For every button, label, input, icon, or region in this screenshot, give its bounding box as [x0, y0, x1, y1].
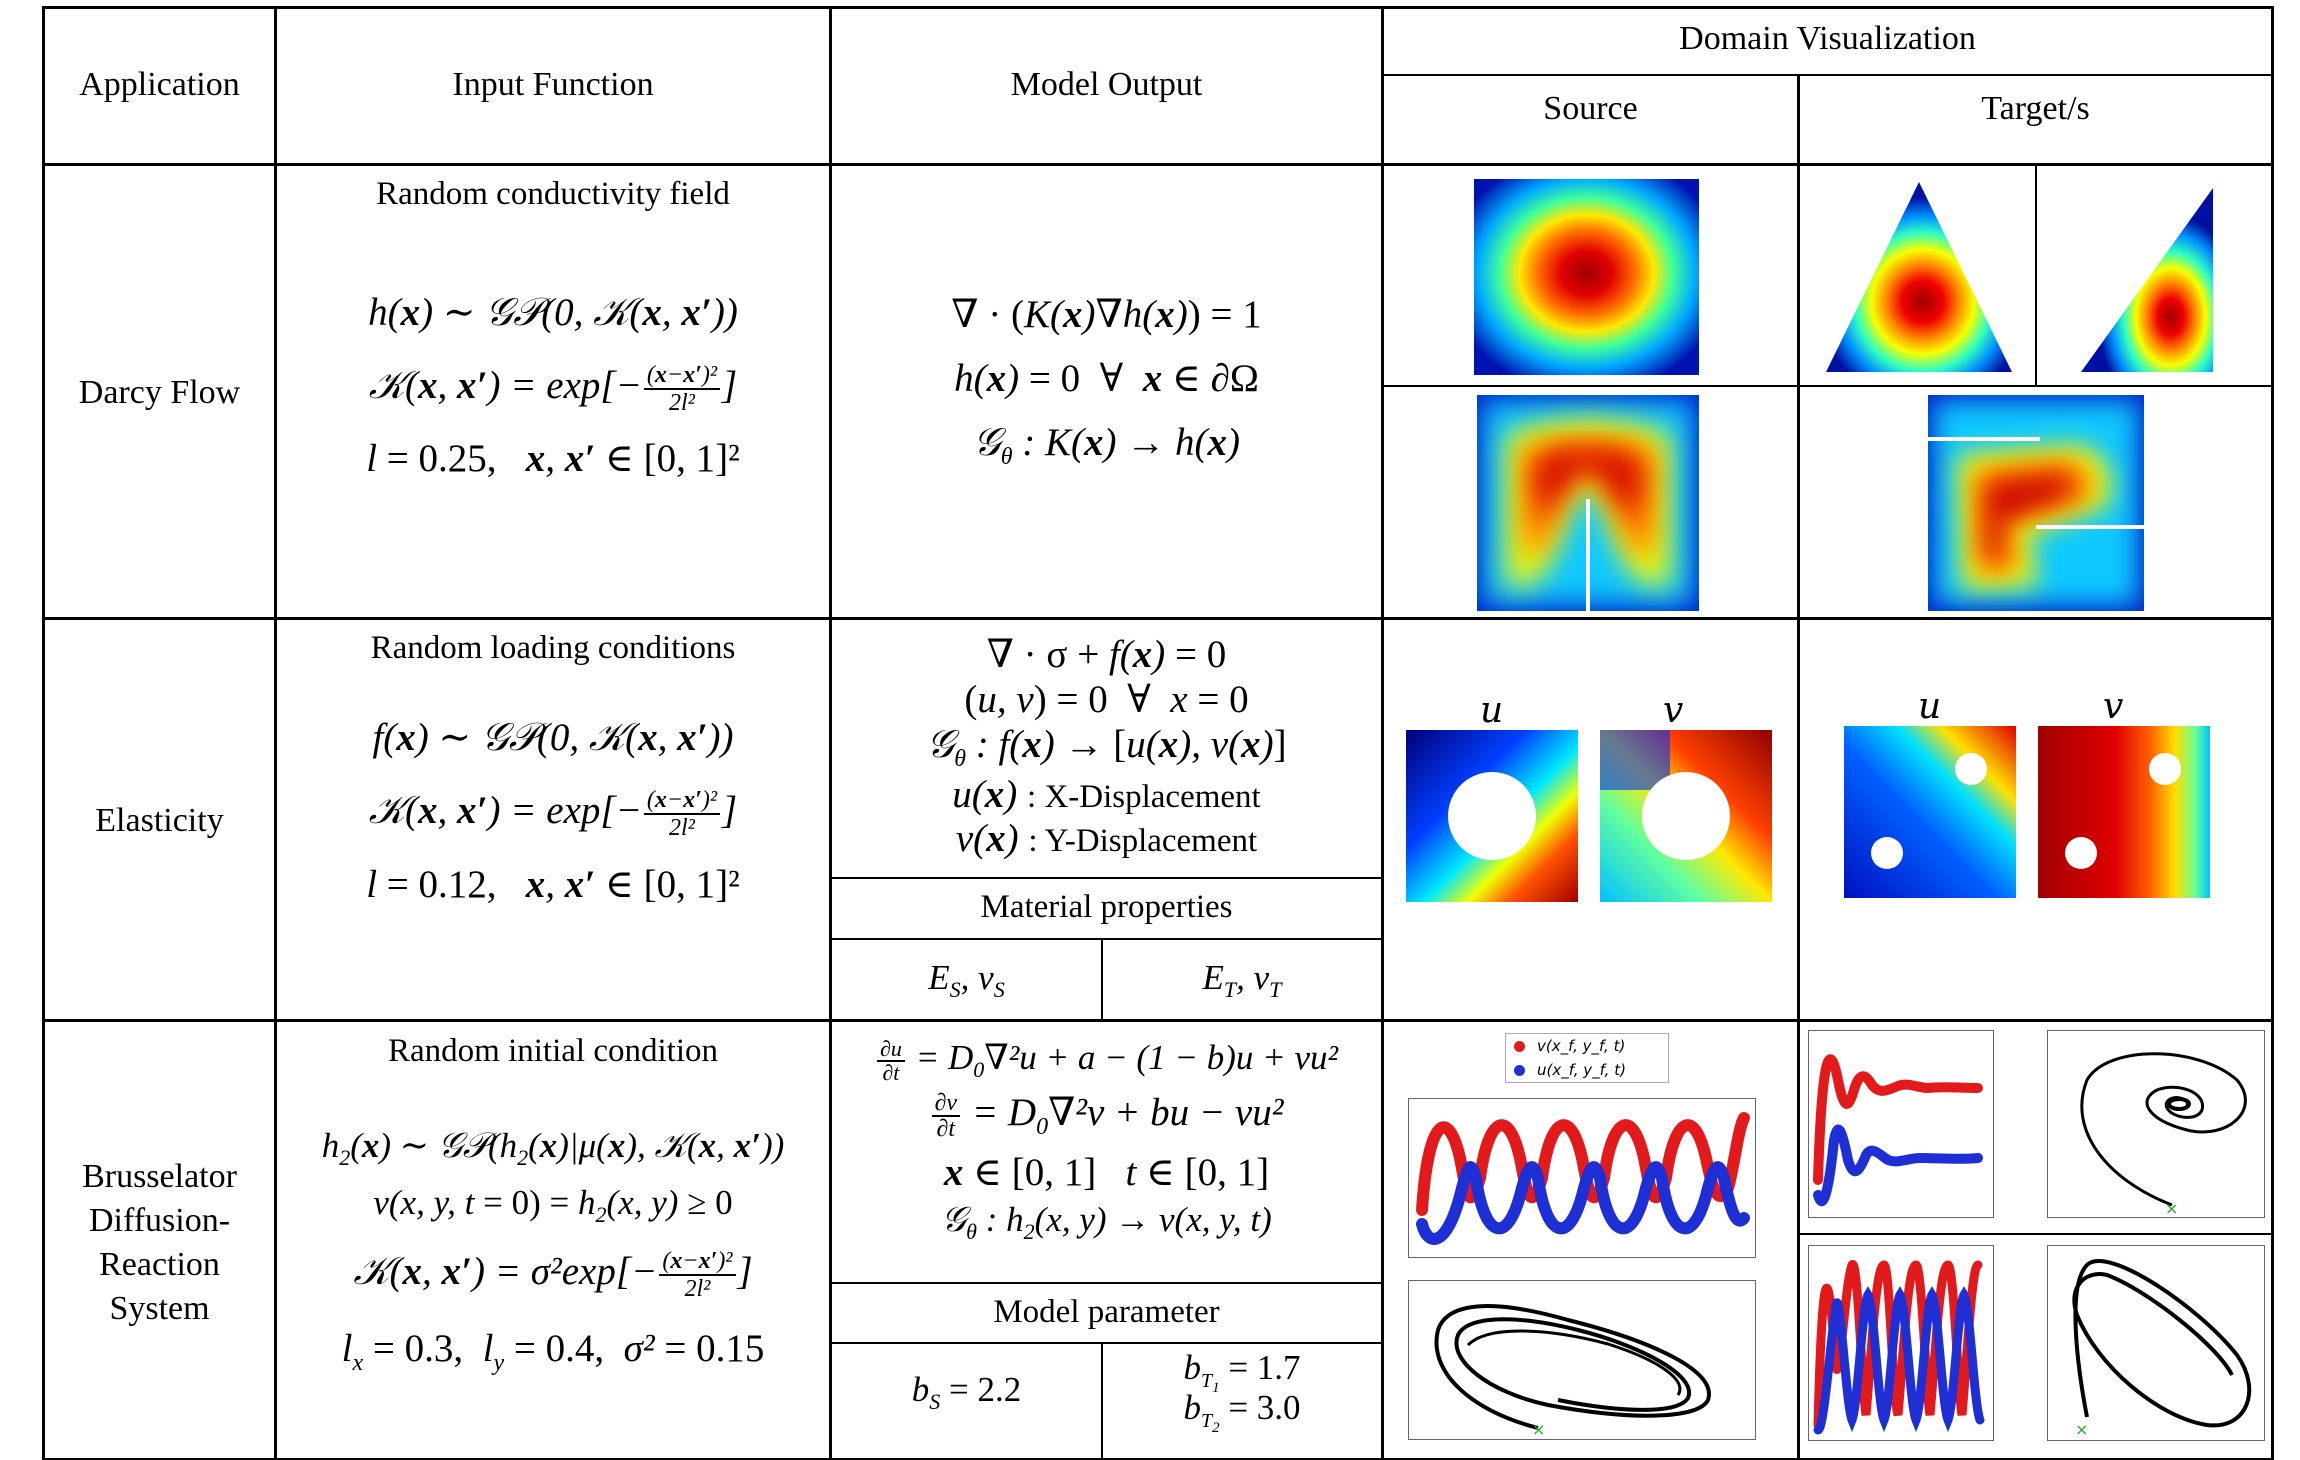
application-brusselator-line4: System [109, 1290, 210, 1327]
grid-line [1381, 6, 1384, 1460]
legend-item-u: u(x_f, y_f, t) [1506, 1058, 1668, 1082]
output-eq-darcy-2: h(x) = 0 ∀ x ∈ ∂Ω [954, 357, 1259, 400]
elasticity-source-u-label: u [1480, 690, 1504, 731]
output-eq-darcy-1: ∇ · (K(x)∇h(x)) = 1 [951, 293, 1262, 336]
darcy-source-square-field [1474, 179, 1699, 375]
input-eq-brusselator-3: 𝒦(x, x′) = σ²exp[− (x−x′)² 2l²] [353, 1248, 753, 1302]
elasticity-source-u-field [1406, 730, 1578, 902]
brusselator-legend: v(x_f, y_f, t) u(x_f, y_f, t) [1505, 1033, 1669, 1083]
input-title-brusselator: Random initial condition [388, 1033, 718, 1069]
legend-label-v: v(x_f, y_f, t) [1537, 1037, 1626, 1055]
grid-line [1381, 74, 2274, 76]
grid-line [1381, 385, 2274, 387]
input-eq-elasticity-1: f(x) ∼ 𝒢𝒫(0, 𝒦(x, x′)) [372, 716, 734, 759]
application-brusselator-line2: Diffusion- [88, 1202, 231, 1239]
application-darcy: Darcy Flow [78, 374, 241, 411]
grid-line [42, 6, 2274, 9]
grid-line [42, 617, 2274, 620]
output-eq-elasticity-3: 𝒢θ : f(x) → [u(x), v(x)] [926, 723, 1287, 772]
input-eq-elasticity-2: 𝒦(x, x′) = exp[− (x−x′)² 2l²] [368, 787, 738, 841]
header-model-output: Model Output [1010, 66, 1203, 103]
output-eq-brusselator-3: x ∈ [0, 1] t ∈ [0, 1] [943, 1151, 1270, 1194]
material-source: ES, νS [928, 958, 1005, 1002]
darcy-target-slotted-field [1928, 395, 2144, 611]
output-eq-elasticity-4: u(x) : X-Displacement [952, 773, 1261, 816]
brusselator-target1-phase-spiral: × [2047, 1030, 2265, 1218]
header-targets: Target/s [1981, 90, 2090, 127]
input-eq-elasticity-3: l = 0.12, x, x′ ∈ [0, 1]² [366, 863, 740, 906]
grid-line [1101, 1342, 1103, 1460]
brusselator-target2-timeseries [1808, 1245, 1994, 1441]
x-displacement-label: : X-Displacement [1027, 779, 1261, 815]
elasticity-target-v-label: v [2103, 686, 2124, 727]
brusselator-source-phase-portrait: × [1408, 1280, 1756, 1440]
output-eq-brusselator-4: 𝒢θ : h2(x, y) → v(x, y, t) [941, 1200, 1272, 1244]
model-parameter-title: Model parameter [993, 1294, 1220, 1330]
input-eq-brusselator-1: h2(x) ∼ 𝒢𝒫(h2(x)|μ(x), 𝒦(x, x′)) [321, 1126, 785, 1170]
grid-line [42, 1458, 2274, 1460]
output-eq-brusselator-2: ∂v ∂t = D0∇²v + bu − vu² [832, 1090, 1381, 1141]
grid-line [829, 1282, 1381, 1284]
brusselator-source-timeseries [1408, 1098, 1756, 1258]
header-domain-visualization: Domain Visualization [1679, 20, 1976, 57]
svg-text:×: × [2075, 1420, 2088, 1439]
grid-line [1797, 74, 1800, 1460]
legend-item-v: v(x_f, y_f, t) [1506, 1034, 1668, 1058]
application-elasticity: Elasticity [95, 802, 224, 839]
application-brusselator-line3: Reaction [99, 1246, 220, 1283]
grid-line [2035, 166, 2037, 385]
input-eq-darcy-1: h(x) ∼ 𝒢𝒫(0, 𝒦(x, x′)) [368, 291, 738, 334]
grid-line [829, 938, 1381, 940]
application-brusselator-line1: Brusselator [82, 1158, 237, 1195]
grid-line [42, 163, 2274, 166]
input-eq-brusselator-2: v(x, y, t = 0) = h2(x, y) ≥ 0 [373, 1183, 733, 1227]
elasticity-target-v-field [2038, 726, 2210, 898]
header-input-function: Input Function [452, 66, 654, 103]
input-eq-brusselator-4: lx = 0.3, ly = 0.4, σ² = 0.15 [341, 1327, 765, 1376]
param-target-2: bT2 = 3.0 [1183, 1388, 1301, 1436]
header-source: Source [1543, 90, 1638, 127]
elasticity-source-v-field [1600, 730, 1772, 902]
grid-line [2271, 6, 2274, 1460]
material-target: ET, νT [1202, 958, 1282, 1002]
brusselator-target2-phase-portrait: × [2047, 1245, 2265, 1441]
y-displacement-label: : Y-Displacement [1028, 823, 1258, 859]
output-eq-elasticity-2: (u, v) = 0 ∀ x = 0 [964, 678, 1249, 721]
grid-line [829, 877, 1381, 879]
param-source: bS = 2.2 [911, 1370, 1022, 1414]
grid-line [42, 6, 45, 1460]
grid-line [1101, 938, 1103, 1019]
header-application: Application [79, 66, 240, 103]
grid-line [829, 6, 832, 1460]
input-title-darcy: Random conductivity field [376, 176, 730, 212]
material-properties-title: Material properties [980, 889, 1233, 925]
legend-label-u: u(x_f, y_f, t) [1537, 1061, 1626, 1079]
grid-line [1797, 1233, 2274, 1235]
darcy-target-triangle-2 [2081, 188, 2213, 372]
darcy-target-triangle-1 [1826, 182, 2012, 372]
elasticity-target-u-label: u [1918, 686, 1942, 727]
output-eq-darcy-3: 𝒢θ : K(x) → h(x) [972, 421, 1241, 470]
input-eq-darcy-3: l = 0.25, x, x′ ∈ [0, 1]² [366, 437, 740, 480]
brusselator-target1-timeseries [1808, 1030, 1994, 1218]
grid-line [829, 1342, 1381, 1344]
output-eq-elasticity-1: ∇ · σ + f(x) = 0 [986, 633, 1227, 676]
elasticity-source-v-label: v [1663, 690, 1684, 731]
output-eq-brusselator-1: ∂u ∂t = D0∇²u + a − (1 − b)u + vu² [832, 1038, 1381, 1084]
grid-line [42, 1019, 2274, 1022]
grid-line [274, 6, 277, 1460]
param-target-1: bT1 = 1.7 [1183, 1348, 1301, 1396]
svg-text:×: × [2165, 1199, 2178, 1218]
output-eq-elasticity-5: v(x) : Y-Displacement [955, 817, 1258, 860]
input-eq-darcy-2: 𝒦(x, x′) = exp[− (x−x′)² 2l²] [368, 362, 738, 416]
input-title-elasticity: Random loading conditions [370, 630, 736, 666]
legend-red-dot-icon [1514, 1041, 1525, 1052]
elasticity-target-u-field [1844, 726, 2016, 898]
svg-text:×: × [1532, 1420, 1545, 1439]
legend-blue-dot-icon [1514, 1065, 1525, 1076]
darcy-source-notched-field [1477, 395, 1699, 611]
